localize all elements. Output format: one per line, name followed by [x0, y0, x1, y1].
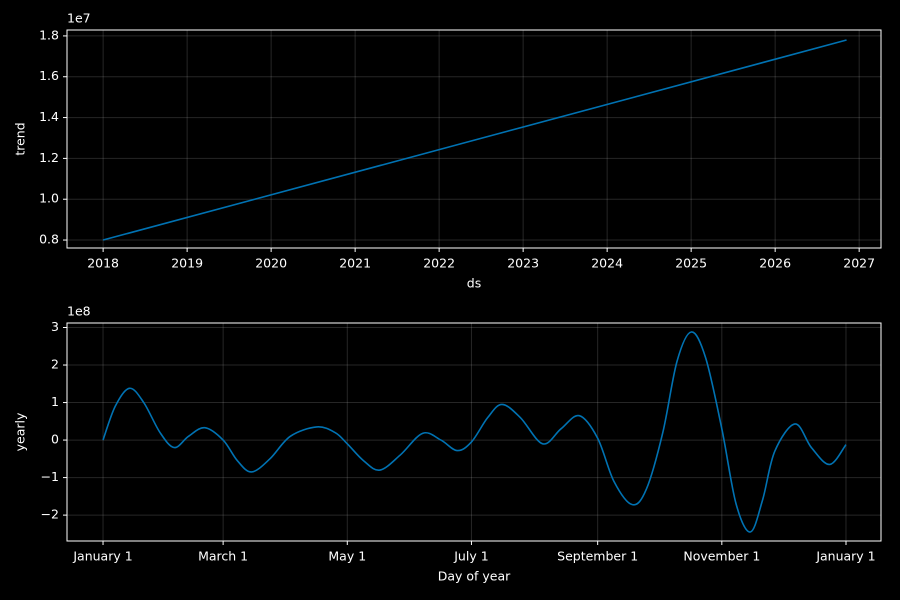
y-tick-label: 2	[51, 357, 59, 372]
x-tick-label: 2024	[591, 256, 623, 271]
x-tick-label: 2026	[759, 256, 791, 271]
y-tick-label: 1.0	[39, 191, 59, 206]
plot-area	[66, 29, 882, 249]
x-tick-label: 2025	[675, 256, 707, 271]
y-tick-label: 0.8	[39, 232, 59, 247]
axis-offset: 1e7	[67, 11, 91, 26]
x-tick-label: July 1	[453, 549, 488, 564]
series-line	[102, 331, 847, 533]
y-axis-label: trend	[13, 122, 28, 155]
x-tick-label: 2020	[255, 256, 287, 271]
y-tick-label: 1.2	[39, 150, 59, 165]
x-tick-label: November 1	[683, 549, 760, 564]
x-tick-label: 2019	[171, 256, 203, 271]
y-tick-label: −1	[41, 469, 59, 484]
x-axis-label: Day of year	[438, 569, 511, 584]
y-axis-label: yearly	[13, 412, 28, 451]
x-tick-label: 2023	[507, 256, 539, 271]
series-line	[102, 39, 847, 241]
x-tick-label: 2027	[843, 256, 875, 271]
y-tick-label: 1.4	[39, 109, 59, 124]
y-tick-label: −2	[41, 507, 59, 522]
x-tick-label: 2018	[87, 256, 119, 271]
y-tick-label: 1.6	[39, 68, 59, 83]
x-axis-label: ds	[467, 276, 481, 291]
x-tick-label: March 1	[198, 549, 248, 564]
plot-area	[66, 322, 882, 542]
y-tick-label: 1	[51, 394, 59, 409]
y-tick-label: 3	[51, 319, 59, 334]
x-tick-label: May 1	[328, 549, 366, 564]
x-tick-label: January 1	[815, 549, 875, 564]
y-tick-label: 0	[51, 432, 59, 447]
x-tick-label: September 1	[557, 549, 638, 564]
x-tick-label: 2022	[423, 256, 455, 271]
axis-offset: 1e8	[67, 304, 91, 319]
x-tick-label: January 1	[72, 549, 132, 564]
y-tick-label: 1.8	[39, 27, 59, 42]
x-tick-label: 2021	[339, 256, 371, 271]
